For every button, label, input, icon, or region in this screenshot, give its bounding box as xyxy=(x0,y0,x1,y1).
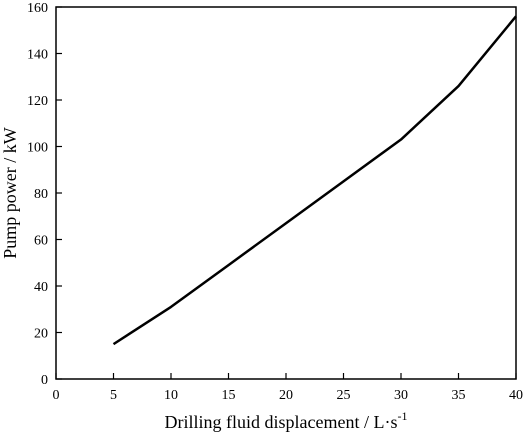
x-tick-label: 35 xyxy=(452,388,466,403)
y-tick-label: 40 xyxy=(34,280,48,295)
x-axis-title-superscript: -1 xyxy=(397,409,407,423)
x-tick-label: 20 xyxy=(279,388,293,403)
x-tick-label: 30 xyxy=(394,388,408,403)
y-tick-label: 160 xyxy=(27,1,48,16)
x-tick-label: 10 xyxy=(164,388,178,403)
y-tick-label: 120 xyxy=(27,94,48,109)
x-axis-title: Drilling fluid displacement / L·s-1 xyxy=(165,409,408,432)
y-axis-title: Pump power / kW xyxy=(0,127,20,258)
y-axis-ticks: 0 20 40 60 80 100 120 140 160 xyxy=(27,1,62,388)
y-tick-label: 80 xyxy=(34,187,48,202)
plot-frame xyxy=(55,6,517,380)
series-line xyxy=(112,15,517,346)
y-tick-label: 20 xyxy=(34,327,48,342)
x-tick-label: 0 xyxy=(53,388,60,403)
series-layer xyxy=(112,15,517,346)
y-tick-label: 140 xyxy=(27,48,48,63)
x-tick-label: 15 xyxy=(222,388,236,403)
x-axis-ticks: 0 5 10 15 20 25 30 35 40 xyxy=(53,373,523,403)
y-tick-label: 100 xyxy=(27,141,48,156)
y-tick-label: 60 xyxy=(34,234,48,249)
x-tick-label: 40 xyxy=(509,388,523,403)
y-tick-label: 0 xyxy=(41,373,48,388)
x-tick-label: 5 xyxy=(110,388,117,403)
x-tick-label: 25 xyxy=(337,388,351,403)
x-axis-title-text: Drilling fluid displacement / L·s xyxy=(165,412,398,432)
